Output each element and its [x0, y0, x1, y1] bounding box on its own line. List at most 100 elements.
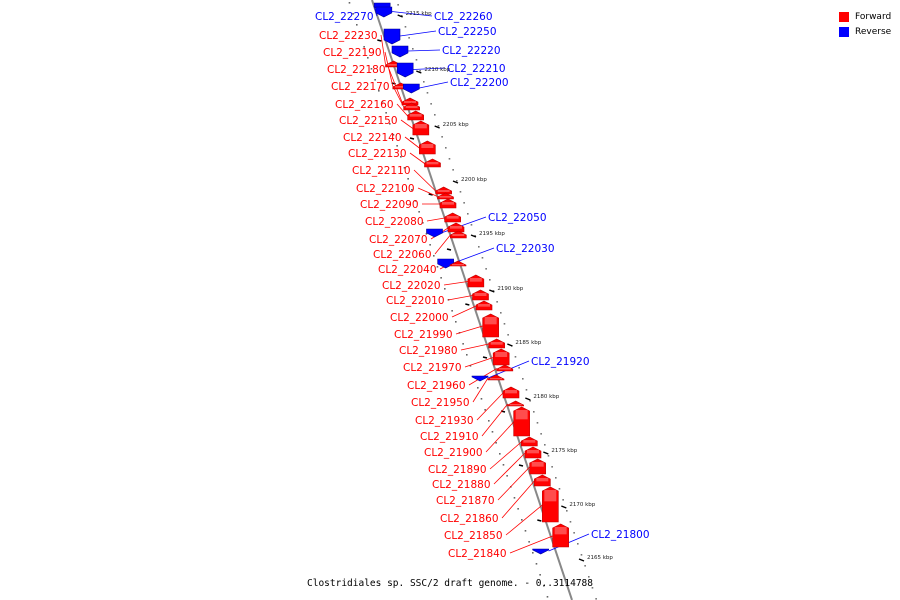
- gene-label: CL2_21980: [399, 345, 458, 357]
- ruler-dot: [551, 466, 553, 468]
- ruler-dot: [466, 354, 468, 356]
- gene-arrow-highlight: [450, 226, 462, 229]
- ruler-dot: [507, 334, 509, 336]
- ruler-dot: [524, 530, 527, 532]
- label-leader-lines: [373, 6, 590, 554]
- ruler-dot: [539, 574, 541, 576]
- legend-item-forward: Forward: [839, 10, 891, 24]
- gene-label: CL2_22270: [315, 11, 374, 23]
- gene-arrow-highlight: [404, 101, 416, 103]
- gene-label: CL2_21900: [424, 447, 483, 459]
- ruler-dot: [488, 420, 490, 422]
- ruler-dot: [426, 92, 429, 94]
- gene-label: CL2_22160: [335, 99, 394, 111]
- ruler-dot: [546, 596, 549, 598]
- ruler-dot: [514, 356, 517, 358]
- leader-line: [419, 81, 449, 89]
- leader-line: [407, 49, 441, 52]
- ruler-dot: [385, 112, 387, 114]
- ruler-dot: [404, 26, 407, 28]
- legend-label-forward: Forward: [855, 12, 892, 22]
- gene-label: CL2_22180: [327, 64, 386, 76]
- ruler-dot: [506, 475, 508, 477]
- ruler-dot: [415, 59, 418, 61]
- strand-legend: Forward Reverse: [839, 10, 891, 40]
- ruler-dot: [463, 202, 465, 204]
- gene-label: CL2_22210: [447, 63, 506, 75]
- ruler-tick: [416, 70, 422, 74]
- gene-arrow-highlight: [387, 64, 400, 66]
- ruler-dot: [555, 477, 557, 479]
- ruler-dot: [396, 145, 398, 147]
- ruler-minor-tick: [428, 193, 433, 196]
- gene-arrow-highlight: [490, 378, 502, 380]
- ruler-dot: [459, 191, 462, 193]
- ruler-dot: [359, 35, 362, 37]
- ruler-dot: [444, 288, 446, 290]
- ruler-dot: [536, 422, 539, 424]
- ruler-dot: [533, 411, 535, 413]
- ruler-dot: [591, 587, 594, 589]
- gene-arrows: [373, 2, 569, 555]
- ruler-dot: [469, 365, 472, 367]
- leader-line: [396, 103, 408, 117]
- ruler-dot: [456, 180, 458, 182]
- gene-label: CL2_22060: [373, 249, 432, 261]
- leader-line: [481, 403, 508, 437]
- ruler-dot: [580, 554, 583, 556]
- ruler-dot: [370, 68, 373, 70]
- gene-arrow-highlight: [439, 196, 452, 198]
- gene-label: CL2_22110: [352, 165, 411, 177]
- ruler-dot: [489, 279, 491, 281]
- ruler-label: 2185 kbp: [515, 340, 541, 346]
- ruler-dot: [429, 244, 431, 246]
- gene-label: CL2_22170: [331, 81, 390, 93]
- gene-label: CL2_22000: [390, 312, 449, 324]
- ruler-dot: [513, 497, 516, 499]
- leader-line: [472, 377, 489, 403]
- gene-arrow-cl2-22210: [396, 62, 414, 78]
- legend-label-reverse: Reverse: [855, 27, 892, 37]
- ruler-tick: [543, 451, 549, 455]
- ruler-dot: [521, 519, 523, 521]
- ruler-dot: [436, 266, 439, 268]
- ruler-dot: [503, 323, 506, 325]
- gene-label: CL2_21860: [440, 513, 499, 525]
- ruler-labels: 2215 kbp 2210 kbp 2205 kbp 2200 kbp 2195 kbp…: [406, 11, 614, 561]
- gene-label: CL2_22010: [386, 295, 445, 307]
- ruler-dot: [423, 81, 425, 83]
- ruler-dot: [452, 169, 454, 171]
- gene-label: CL2_22080: [365, 216, 424, 228]
- ruler-label: 2180 kbp: [533, 394, 559, 400]
- gene-arrow-highlight: [414, 124, 427, 129]
- ruler-tick: [525, 397, 531, 401]
- gene-arrow-highlight: [509, 404, 522, 406]
- ruler-dot: [529, 400, 531, 402]
- leader-line: [434, 234, 451, 255]
- ruler-dot: [363, 46, 365, 48]
- ruler-dot: [411, 189, 413, 191]
- gene-arrow-highlight: [523, 440, 536, 443]
- gene-arrow-highlight: [405, 106, 418, 108]
- gene-arrow-highlight: [437, 190, 450, 192]
- gene-label: CL2_21910: [420, 431, 479, 443]
- ruler-label: 2175 kbp: [551, 448, 577, 454]
- gene-label: CL2_21870: [436, 495, 495, 507]
- gene-arrow-highlight: [536, 478, 549, 482]
- gene-arrow-highlight: [421, 144, 434, 148]
- ruler-dot: [408, 37, 410, 39]
- ruler-label: 2190 kbp: [497, 286, 523, 292]
- ruler-dot: [584, 565, 586, 567]
- gene-arrow-highlight: [505, 390, 517, 394]
- gene-arrow-cl2-22200: [403, 83, 420, 94]
- ruler-dot: [481, 257, 484, 259]
- ruler-label: 2210 kbp: [424, 67, 450, 73]
- ruler-dot: [470, 224, 473, 226]
- gene-label: CL2_22070: [369, 234, 428, 246]
- ruler-dot: [462, 343, 464, 345]
- gene-label: CL2_21990: [394, 329, 453, 341]
- gene-arrow-highlight: [452, 234, 465, 236]
- ruler-dot: [495, 442, 497, 444]
- ruler-dot: [566, 510, 568, 512]
- gene-arrow-highlight: [446, 216, 459, 219]
